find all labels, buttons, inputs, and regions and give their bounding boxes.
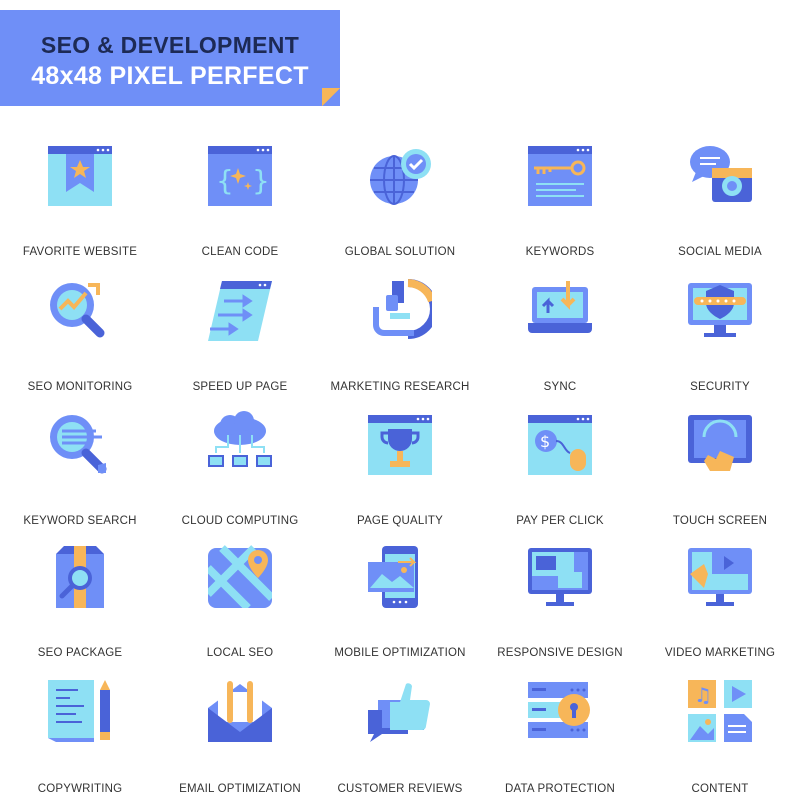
icon-tile: MOBILE OPTIMIZATION [320, 544, 480, 678]
title-banner: SEO & DEVELOPMENT 48x48 PIXEL PERFECT [0, 10, 340, 106]
icon-label: COPYWRITING [37, 783, 123, 795]
svg-text:♫: ♫ [694, 683, 712, 707]
seo-package-icon [48, 544, 112, 608]
svg-text:$: $ [540, 432, 550, 451]
sync-icon [528, 277, 592, 341]
icon-tile: SECURITY [640, 277, 800, 411]
icon-label: SPEED UP PAGE [192, 381, 288, 393]
video-marketing-icon [688, 544, 752, 608]
icon-label: SYNC [543, 381, 577, 393]
icon-label: SEO MONITORING [27, 381, 133, 393]
icon-tile: SOCIAL MEDIA [640, 142, 800, 276]
icon-tile: SEO PACKAGE [0, 544, 160, 678]
banner-fold [322, 88, 340, 106]
icon-tile: KEYWORD SEARCH [0, 411, 160, 545]
icon-tile: CUSTOMER REVIEWS [320, 678, 480, 812]
copywriting-icon [48, 678, 112, 742]
cloud-computing-icon [208, 411, 272, 475]
favorite-website-icon [48, 142, 112, 206]
icon-label: MARKETING RESEARCH [330, 381, 470, 393]
icon-tile: TOUCH SCREEN [640, 411, 800, 545]
icon-tile: RESPONSIVE DESIGN [480, 544, 640, 678]
icon-label: SEO PACKAGE [37, 647, 123, 659]
content-icon: ♫ [688, 678, 752, 742]
icon-tile: MARKETING RESEARCH [320, 277, 480, 411]
icon-tile: GLOBAL SOLUTION [320, 142, 480, 276]
banner-title: SEO & DEVELOPMENT [40, 32, 300, 58]
page-quality-icon [368, 411, 432, 475]
icon-label: CLEAN CODE [201, 246, 279, 258]
icon-tile: {} CLEAN CODE [160, 142, 320, 276]
icon-label: KEYWORDS [525, 246, 595, 258]
customer-reviews-icon [368, 678, 432, 742]
touch-screen-icon [688, 411, 752, 475]
icon-label: MOBILE OPTIMIZATION [334, 647, 466, 659]
icon-tile: PAGE QUALITY [320, 411, 480, 545]
speed-up-page-icon [208, 277, 272, 341]
icon-tile: VIDEO MARKETING [640, 544, 800, 678]
icon-label: CUSTOMER REVIEWS [337, 783, 463, 795]
responsive-design-icon [528, 544, 592, 608]
svg-text:}: } [252, 164, 270, 197]
icon-tile: SYNC [480, 277, 640, 411]
icon-label: LOCAL SEO [206, 647, 274, 659]
icon-tile: SEO MONITORING [0, 277, 160, 411]
icon-label: PAY PER CLICK [516, 515, 604, 527]
pay-per-click-icon: $ [528, 411, 592, 475]
icon-label: PAGE QUALITY [357, 515, 443, 527]
icon-tile: DATA PROTECTION [480, 678, 640, 812]
banner-subtitle: 48x48 PIXEL PERFECT [31, 62, 309, 90]
icon-label: VIDEO MARKETING [664, 647, 776, 659]
icon-tile: KEYWORDS [480, 142, 640, 276]
svg-text:{: { [216, 164, 234, 197]
icon-tile: COPYWRITING [0, 678, 160, 812]
icon-tile: CLOUD COMPUTING [160, 411, 320, 545]
local-seo-icon [205, 544, 275, 611]
email-optimization-icon [208, 678, 272, 742]
social-media-icon [688, 142, 752, 206]
icon-label: SOCIAL MEDIA [678, 246, 762, 258]
keywords-icon [528, 142, 592, 206]
clean-code-icon: {} [208, 142, 272, 206]
icon-tile: EMAIL OPTIMIZATION [160, 678, 320, 812]
icon-label: CONTENT [691, 783, 749, 795]
icon-label: TOUCH SCREEN [672, 515, 768, 527]
icon-label: KEYWORD SEARCH [23, 515, 137, 527]
icon-label: DATA PROTECTION [505, 783, 615, 795]
keyword-search-icon [48, 411, 112, 475]
security-icon [688, 277, 752, 341]
icon-tile: $ PAY PER CLICK [480, 411, 640, 545]
icon-label: EMAIL OPTIMIZATION [179, 783, 301, 795]
global-solution-icon [368, 142, 432, 206]
icon-label: RESPONSIVE DESIGN [497, 647, 623, 659]
icon-tile: SPEED UP PAGE [160, 277, 320, 411]
mobile-optimization-icon [368, 544, 432, 608]
icon-label: CLOUD COMPUTING [181, 515, 299, 527]
icon-label: FAVORITE WEBSITE [22, 246, 138, 258]
icon-label: SECURITY [690, 381, 750, 393]
seo-monitoring-icon [48, 277, 112, 341]
marketing-research-icon [368, 277, 438, 341]
icon-tile: FAVORITE WEBSITE [0, 142, 160, 276]
icon-tile: LOCAL SEO [160, 544, 320, 678]
icon-label: GLOBAL SOLUTION [344, 246, 456, 258]
icon-tile: ♫ CONTENT [640, 678, 800, 812]
data-protection-icon [528, 678, 592, 742]
